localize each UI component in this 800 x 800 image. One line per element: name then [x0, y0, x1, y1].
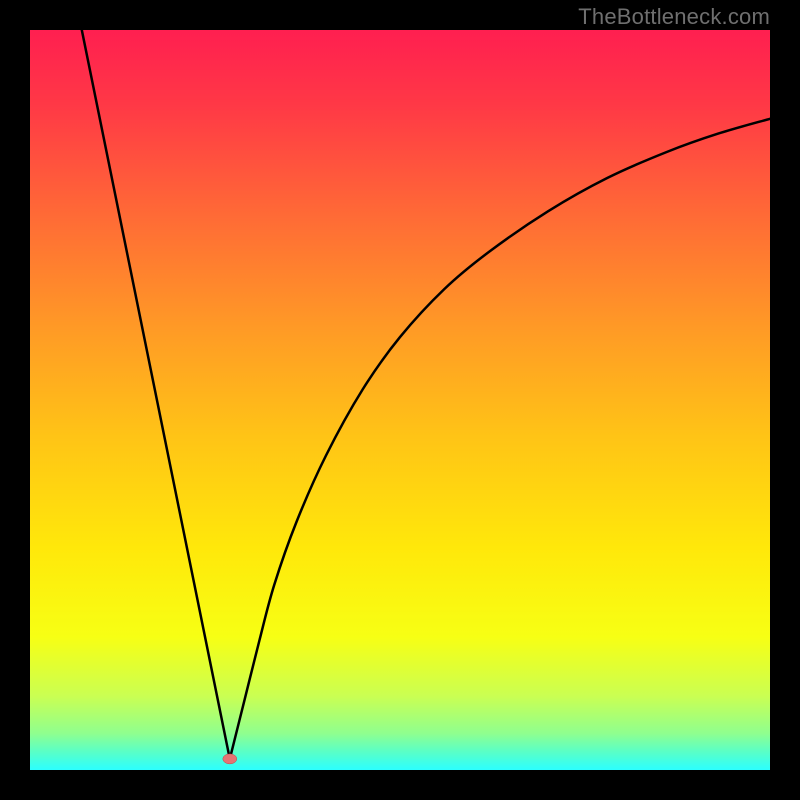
plot-area	[30, 30, 770, 770]
watermark-text: TheBottleneck.com	[578, 4, 770, 30]
chart-frame: TheBottleneck.com	[0, 0, 800, 800]
curve-minimum-marker	[223, 754, 237, 764]
bottleneck-curve	[30, 30, 770, 770]
